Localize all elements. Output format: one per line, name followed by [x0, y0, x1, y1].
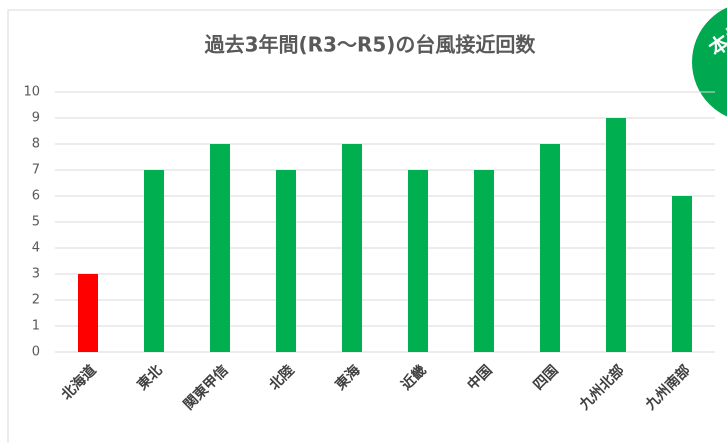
y-tick-label: 0 — [32, 345, 40, 360]
y-tick-label: 1 — [32, 319, 40, 334]
bar — [606, 118, 626, 352]
bar — [276, 170, 296, 352]
bar — [78, 274, 98, 352]
badge — [692, 7, 727, 117]
bar — [474, 170, 494, 352]
y-tick-label: 5 — [32, 215, 40, 230]
bar — [408, 170, 428, 352]
bar — [342, 144, 362, 352]
y-tick-label: 7 — [32, 163, 40, 178]
bar — [672, 196, 692, 352]
y-tick-label: 9 — [32, 111, 40, 126]
chart-title: 過去3年間(R3～R5)の台風接近回数 — [205, 33, 537, 57]
y-tick-label: 6 — [32, 189, 40, 204]
y-tick-label: 2 — [32, 293, 40, 308]
bar — [144, 170, 164, 352]
y-tick-label: 8 — [32, 137, 40, 152]
y-tick-label: 4 — [32, 241, 40, 256]
y-tick-label: 3 — [32, 267, 40, 282]
bar — [540, 144, 560, 352]
bar — [210, 144, 230, 352]
y-tick-label: 10 — [23, 85, 40, 100]
